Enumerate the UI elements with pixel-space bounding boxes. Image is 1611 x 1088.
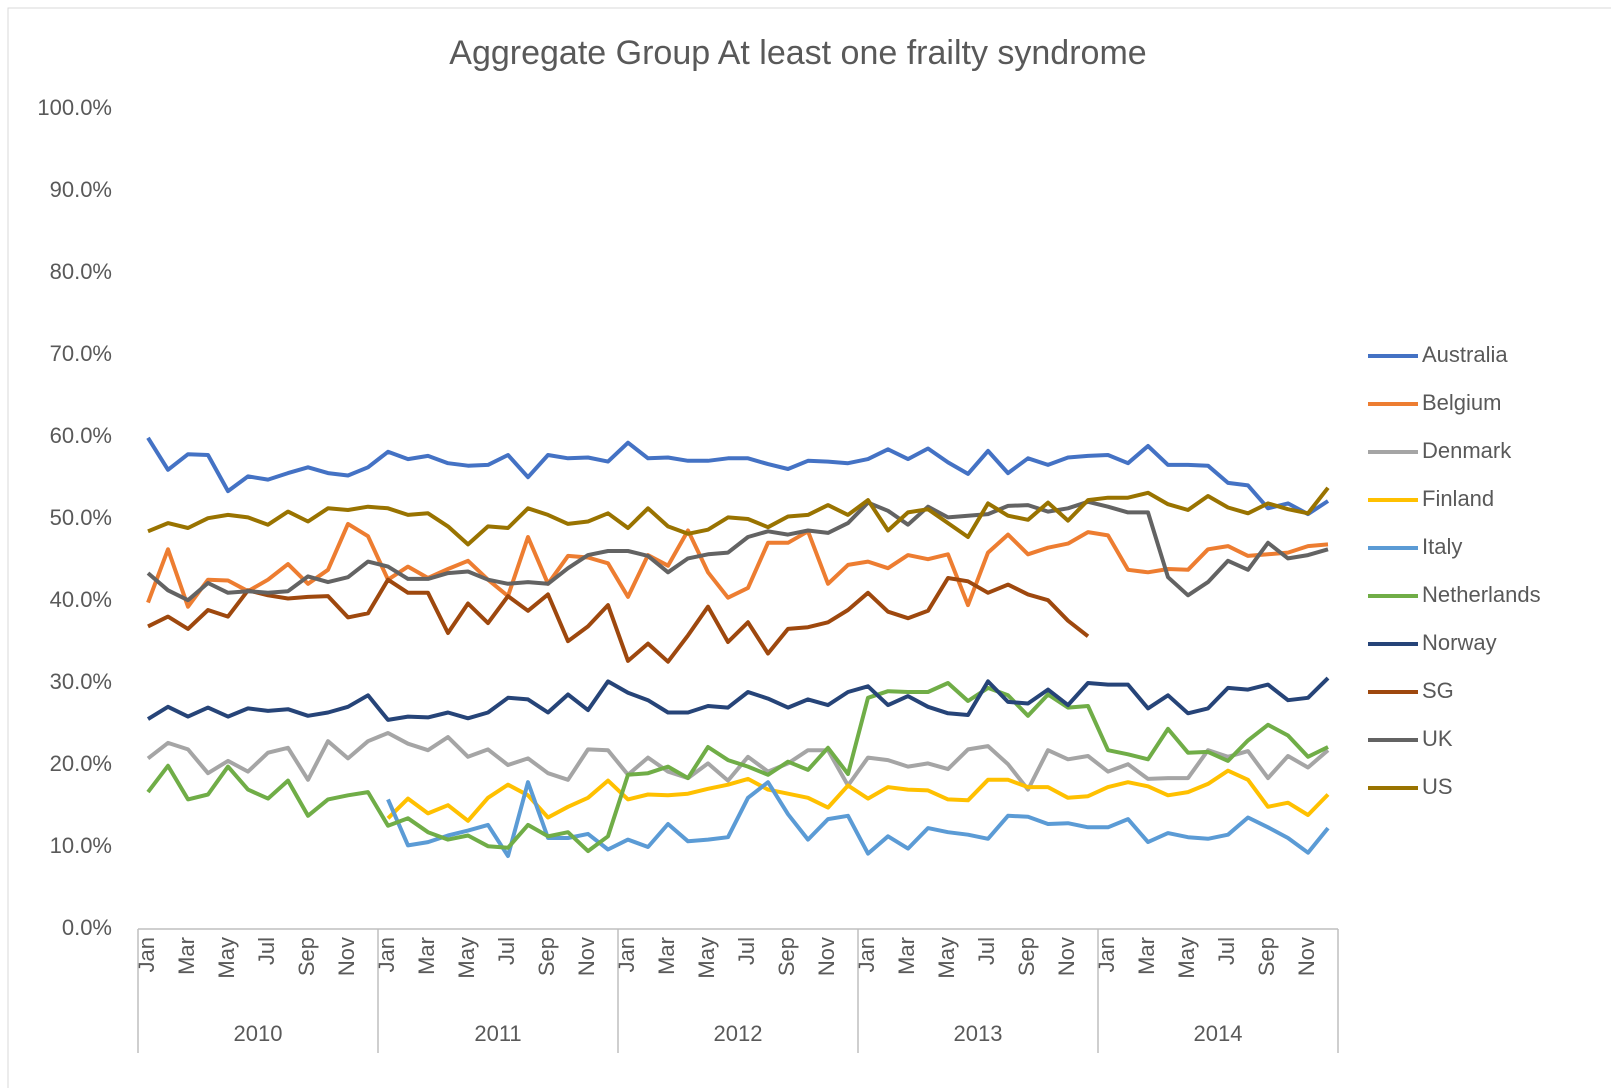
year-label: 2011 xyxy=(474,1021,521,1046)
series-line xyxy=(147,486,1330,547)
x-tick-label: May xyxy=(1174,937,1199,979)
y-tick-label: 70.0% xyxy=(50,341,112,366)
y-tick-label: 100.0% xyxy=(37,95,112,120)
y-tick-label: 50.0% xyxy=(50,505,112,530)
year-label: 2013 xyxy=(954,1021,1003,1046)
y-tick-label: 0.0% xyxy=(62,915,112,940)
x-tick-label: May xyxy=(934,937,959,979)
x-tick-label: Sep xyxy=(534,937,559,976)
y-tick-label: 60.0% xyxy=(50,423,112,448)
x-tick-label: May xyxy=(214,937,239,979)
series-line xyxy=(146,499,1329,603)
x-tick-label: Nov xyxy=(334,937,359,976)
x-tick-label: Sep xyxy=(294,937,319,976)
legend-label: Netherlands xyxy=(1422,582,1541,607)
x-tick-label: Jul xyxy=(254,937,279,965)
x-tick-label: Jul xyxy=(734,937,759,965)
legend-label: UK xyxy=(1422,726,1453,751)
x-tick-label: Mar xyxy=(414,937,439,975)
chart-title: Aggregate Group At least one frailty syn… xyxy=(449,34,1146,72)
series-line xyxy=(386,768,1330,823)
legend-label: Finland xyxy=(1422,486,1494,511)
x-tick-label: Nov xyxy=(814,937,839,976)
series-line xyxy=(146,681,1329,854)
x-tick-label: Mar xyxy=(174,937,199,975)
y-tick-label: 30.0% xyxy=(50,669,112,694)
x-tick-label: Jul xyxy=(1214,937,1239,965)
x-tick-label: Jul xyxy=(494,937,519,965)
series-line xyxy=(386,780,1330,858)
y-tick-label: 40.0% xyxy=(50,587,112,612)
x-tick-label: Mar xyxy=(654,937,679,975)
x-tick-label: Mar xyxy=(894,937,919,975)
y-tick-label: 90.0% xyxy=(50,177,112,202)
legend-label: SG xyxy=(1422,678,1454,703)
legend-label: Italy xyxy=(1422,534,1462,559)
x-tick-label: Sep xyxy=(1254,937,1279,976)
chart-border xyxy=(7,7,1611,1088)
legend-label: Norway xyxy=(1422,630,1497,655)
x-tick-label: Sep xyxy=(1014,937,1039,976)
series-line xyxy=(146,521,1329,609)
series-line xyxy=(146,731,1330,792)
x-tick-label: Jul xyxy=(974,937,999,965)
year-label: 2010 xyxy=(234,1021,283,1046)
legend-label: Denmark xyxy=(1422,438,1512,463)
legend-label: Australia xyxy=(1422,342,1508,367)
year-label: 2012 xyxy=(714,1021,763,1046)
x-tick-label: Sep xyxy=(774,937,799,976)
x-tick-label: May xyxy=(454,937,479,979)
x-tick-label: Nov xyxy=(1294,937,1319,976)
y-tick-label: 20.0% xyxy=(50,751,112,776)
y-tick-label: 80.0% xyxy=(50,259,112,284)
x-tick-label: Mar xyxy=(1134,937,1159,975)
x-tick-label: May xyxy=(694,937,719,979)
series-line xyxy=(146,676,1330,722)
series-line xyxy=(147,576,1090,664)
year-label: 2014 xyxy=(1194,1021,1243,1046)
x-tick-label: Nov xyxy=(574,937,599,976)
x-tick-label: Nov xyxy=(1054,937,1079,976)
series-line xyxy=(146,436,1330,517)
legend-label: Belgium xyxy=(1422,390,1501,415)
y-tick-label: 10.0% xyxy=(50,833,112,858)
legend-label: US xyxy=(1422,774,1453,799)
